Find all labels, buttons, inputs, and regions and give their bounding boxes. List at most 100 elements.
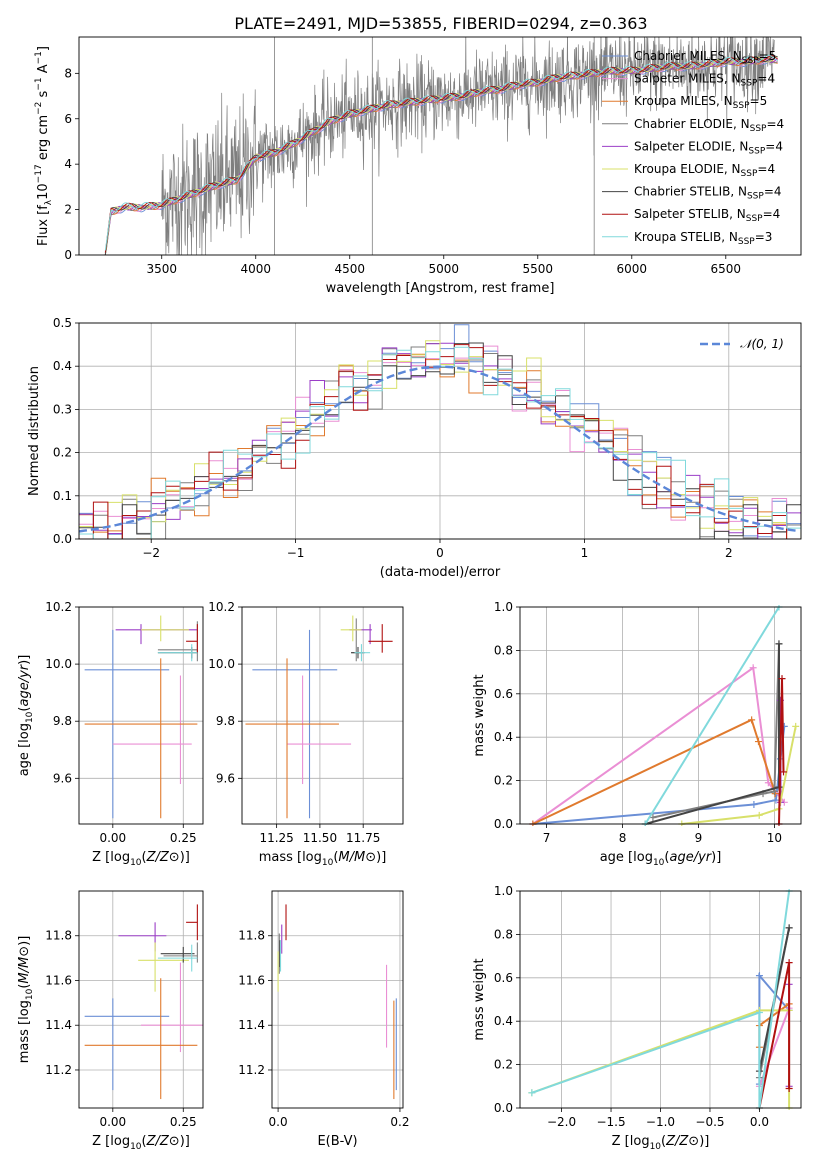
y-tick-label: 0.2 xyxy=(494,774,513,788)
errorbar-point xyxy=(157,944,198,972)
y-tick-label: 0.5 xyxy=(53,316,72,330)
errorbar-plot-area xyxy=(84,615,198,819)
x-tick-label: 11.50 xyxy=(303,831,337,845)
spectrum-plot-area xyxy=(104,37,778,255)
x-tick-label: 6000 xyxy=(617,262,648,276)
y-axis-label: mass weight xyxy=(472,674,487,756)
y-axis-label: Normed distribution xyxy=(27,366,42,496)
y-tick-label: 9.8 xyxy=(53,714,72,728)
y-axis-label: age [log10(age/yr)] xyxy=(17,655,35,777)
errorbar-plot-area xyxy=(277,904,397,1100)
legend-entry: Chabrier STELIB, NSSP=4 xyxy=(634,185,782,202)
tick-labels: 7 8 9 10 0.0 0.2 0.4 0.6 0.8 1.0 xyxy=(494,600,782,845)
x-tick-label: −0.5 xyxy=(695,1115,724,1129)
mass-weight-marker xyxy=(785,924,793,932)
mass-weight-marker xyxy=(649,813,657,821)
residuals-plot-area xyxy=(79,324,801,539)
y-tick-label: 11.6 xyxy=(238,973,265,987)
mass-weight-marker xyxy=(772,796,780,804)
y-tick-label: 0.3 xyxy=(53,402,72,416)
tick-labels: 11.25 11.50 11.75 9.6 9.8 10.0 10.2 xyxy=(208,600,380,845)
x-tick-label: 2 xyxy=(725,546,733,560)
mass-weight-line xyxy=(681,726,797,825)
legend: 𝒩(0, 1) xyxy=(700,337,784,351)
x-tick-label: 5500 xyxy=(522,262,553,276)
x-tick-label: 8 xyxy=(619,831,627,845)
errorbar-point xyxy=(186,904,198,941)
mass-weight-line xyxy=(652,643,780,819)
errorbar-point xyxy=(138,942,189,992)
mass-weight-marker xyxy=(775,640,783,648)
model-spectrum-line xyxy=(104,54,778,251)
errorbar-point xyxy=(141,615,189,642)
x-tick-label: 4500 xyxy=(334,262,365,276)
x-tick-label: 0.0 xyxy=(269,1115,288,1129)
x-tick-label: −2 xyxy=(142,546,160,560)
y-tick-label: 1.0 xyxy=(494,884,513,898)
x-tick-label: 7 xyxy=(543,831,551,845)
x-tick-label: −2.0 xyxy=(547,1115,576,1129)
y-tick-label: 11.2 xyxy=(45,1063,72,1077)
x-axis-label: mass [log10(M/M⊙)] xyxy=(259,850,387,868)
y-tick-label: 0.6 xyxy=(494,687,513,701)
weight-vs-Z-panel: −2.0 −1.5 −1.0 −0.5 0.0 0.0 0.2 0.4 0.6 0.8 1.0 Z [… xyxy=(472,884,802,1152)
x-tick-label: 0.25 xyxy=(170,831,197,845)
figure-title: PLATE=2491, MJD=53855, FIBERID=0294, z=0… xyxy=(234,14,647,33)
errorbar-point xyxy=(160,946,195,963)
legend-entry: Salpeter STELIB, NSSP=4 xyxy=(634,207,780,224)
axes-frame xyxy=(519,606,802,825)
y-tick-label: 0.4 xyxy=(494,730,513,744)
errorbar-point xyxy=(84,978,198,1100)
y-axis-label: mass [log10(M/M⊙)] xyxy=(17,936,35,1064)
x-tick-label: 0.25 xyxy=(170,1115,197,1129)
y-tick-label: 0.0 xyxy=(494,817,513,831)
legend-entry: Kroupa MILES, NSSP=5 xyxy=(634,94,767,111)
x-tick-label: −1.5 xyxy=(596,1115,625,1129)
x-axis-label: (data-model)/error xyxy=(380,565,501,580)
mass-weight-marker xyxy=(778,675,786,683)
y-tick-label: 9.8 xyxy=(216,714,235,728)
residual-histogram-step xyxy=(79,346,801,539)
y-tick-label: 11.4 xyxy=(45,1018,72,1032)
errorbar-point xyxy=(186,624,198,653)
errorbar-plot-area xyxy=(245,615,393,819)
mass-vs-EBV-panel: 0.0 0.2 11.2 11.4 11.6 11.8 E(B-V) xyxy=(238,890,410,1149)
x-tick-label: 3500 xyxy=(146,262,177,276)
weight-plot-area xyxy=(528,889,793,1110)
mass-weight-marker xyxy=(755,972,763,980)
errorbar-plot-area xyxy=(84,904,203,1100)
y-tick-label: 0.0 xyxy=(494,1101,513,1115)
errorbar-point xyxy=(245,658,339,819)
mass-weight-line xyxy=(532,666,786,825)
x-tick-label: 0.0 xyxy=(750,1115,769,1129)
legend-entry: Kroupa STELIB, NSSP=3 xyxy=(634,230,772,247)
x-tick-label: 4000 xyxy=(240,262,271,276)
y-tick-label: 11.8 xyxy=(238,929,265,943)
weight-plot-area xyxy=(529,605,800,826)
tick-labels: 0.00 0.25 9.6 9.8 10.0 10.2 xyxy=(45,600,196,845)
mass-weight-marker xyxy=(780,768,788,776)
x-tick-label: 0.00 xyxy=(99,1115,126,1129)
y-tick-label: 0.4 xyxy=(53,359,72,373)
x-axis-label: wavelength [Angstrom, rest frame] xyxy=(326,281,555,296)
mass-weight-marker xyxy=(785,959,793,967)
legend-entry: Salpeter MILES, NSSP=4 xyxy=(634,72,775,89)
y-axis-label: mass weight xyxy=(472,958,487,1040)
mass-weight-marker xyxy=(792,722,800,730)
x-axis-label: Z [log10(Z/Z⊙)] xyxy=(92,850,190,868)
y-tick-label: 10.2 xyxy=(45,600,72,614)
errorbar-point xyxy=(287,675,352,785)
mass-vs-Z-panel: 0.00 0.25 11.2 11.4 11.6 11.8 Z [log10(Z/Z⊙)] m… xyxy=(17,890,204,1152)
residuals-panel: −2 −1 0 1 2 0.0 0.1 0.2 0.3 0.4 0.5 (data-model)/er… xyxy=(27,316,802,580)
y-tick-label: 0.6 xyxy=(494,971,513,985)
y-axis-label: Flux [fλ10−17 erg cm−2 s−1 A−1] xyxy=(34,46,54,246)
errorbar-point xyxy=(340,615,362,642)
y-tick-label: 11.2 xyxy=(238,1063,265,1077)
mass-weight-marker xyxy=(785,1084,793,1092)
y-tick-label: 0.1 xyxy=(53,489,72,503)
y-tick-label: 10.2 xyxy=(208,600,235,614)
x-tick-label: 9 xyxy=(695,831,703,845)
y-tick-label: 11.8 xyxy=(45,929,72,943)
y-tick-label: 1.0 xyxy=(494,600,513,614)
